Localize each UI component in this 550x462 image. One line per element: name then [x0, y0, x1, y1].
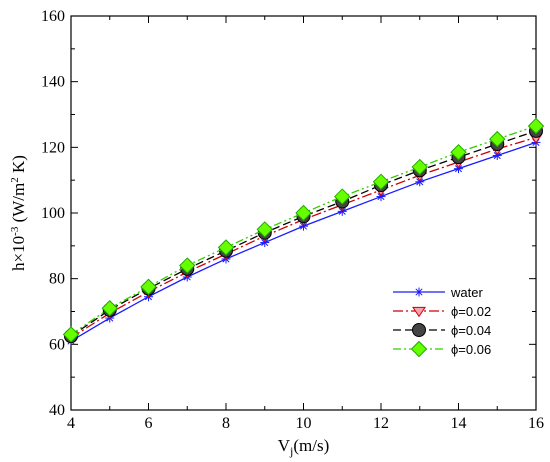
- y-axis-title-c: K): [9, 155, 28, 177]
- x-axis-title-main: V: [278, 436, 291, 455]
- data-point: [450, 144, 467, 161]
- data-point: [337, 206, 347, 216]
- legend-label: water: [450, 285, 483, 300]
- x-tick-label: 16: [528, 415, 544, 432]
- y-tick-label: 160: [41, 8, 65, 25]
- legend-item-0: water: [393, 285, 483, 300]
- legend-item-1: ϕ=0.02: [393, 304, 491, 319]
- series-layer: [62, 117, 545, 346]
- data-point: [217, 239, 235, 256]
- axis-ticks: [70, 15, 537, 411]
- y-axis-title-exp: -3: [9, 226, 21, 236]
- data-point: [527, 117, 545, 135]
- legend-marker: [414, 287, 424, 297]
- data-point: [101, 300, 118, 317]
- data-point: [62, 326, 80, 343]
- y-tick-label: 40: [49, 402, 65, 419]
- x-axis-title-rest: (m/s): [293, 436, 329, 455]
- y-tick-label: 60: [49, 336, 65, 353]
- x-tick-label: 12: [373, 415, 389, 432]
- y-tick-label: 100: [41, 205, 65, 222]
- legend-marker: [412, 306, 426, 318]
- y-axis-title-exp2: 2: [9, 177, 21, 183]
- y-tick-label: 140: [41, 74, 65, 91]
- legend-item-3: ϕ=0.06: [393, 340, 491, 358]
- data-point: [334, 188, 351, 205]
- y-axis-title: h×10-3 (W/m2 K): [9, 155, 28, 271]
- data-point: [372, 173, 390, 191]
- series-3: [62, 117, 545, 343]
- legend-label: ϕ=0.06: [451, 342, 491, 357]
- legend: water ϕ=0.02 ϕ=0.04 ϕ=0.06: [393, 285, 491, 358]
- data-point: [454, 164, 463, 174]
- legend-marker: [412, 323, 426, 337]
- x-tick-label: 4: [67, 415, 75, 432]
- legend-label: ϕ=0.04: [451, 323, 491, 338]
- data-point: [179, 257, 196, 274]
- legend-item-2: ϕ=0.04: [393, 323, 491, 338]
- data-point: [489, 130, 506, 148]
- data-point: [411, 158, 428, 176]
- y-tick-label: 120: [41, 139, 65, 156]
- axis-tick-labels: 4 6 8 10 12 14 16 40 60 80 100 120 140 160: [41, 8, 544, 432]
- data-point: [140, 278, 157, 296]
- x-tick-label: 14: [451, 415, 467, 432]
- y-axis-title-a: h×10: [9, 236, 28, 271]
- y-axis-title-b: (W/m: [9, 183, 28, 227]
- x-tick-label: 8: [222, 415, 230, 432]
- data-point: [295, 204, 312, 222]
- data-point: [376, 192, 386, 202]
- x-axis-title: Vj(m/s): [278, 436, 330, 458]
- legend-label: ϕ=0.02: [451, 304, 491, 319]
- data-point: [299, 221, 308, 231]
- data-point: [256, 221, 273, 238]
- legend-marker: [410, 340, 428, 358]
- x-tick-label: 10: [296, 415, 312, 432]
- x-axis-title-sub: j: [289, 444, 293, 458]
- data-point: [415, 177, 425, 187]
- y-tick-label: 80: [49, 271, 65, 288]
- x-tick-label: 6: [145, 415, 153, 432]
